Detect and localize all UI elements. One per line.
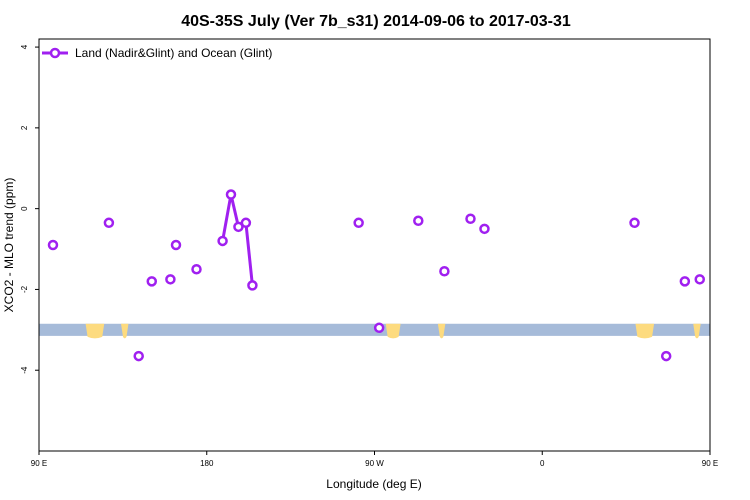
- data-point: [465, 213, 476, 224]
- data-point: [133, 350, 144, 362]
- x-axis-label: Longitude (deg E): [326, 477, 421, 491]
- data-point: [694, 274, 705, 285]
- data-point: [247, 280, 258, 291]
- data-point: [217, 235, 228, 247]
- plot-area: 90 E 180 90 W 0 90 E 4 2 0 -2 -4: [20, 38, 718, 468]
- data-point: [413, 215, 424, 227]
- x-tick-label: 180: [200, 459, 214, 468]
- data-point: [240, 217, 252, 229]
- data-point: [679, 276, 691, 287]
- land-patch: [121, 323, 129, 339]
- x-tick-label: 90 E: [31, 459, 47, 468]
- y-tick-label: 2: [20, 125, 29, 130]
- data-point: [47, 239, 59, 251]
- land-patch: [437, 323, 446, 339]
- data-point: [373, 322, 385, 334]
- data-point: [146, 276, 158, 287]
- data-point: [225, 189, 237, 200]
- chart-title: 40S-35S July (Ver 7b_s31) 2014-09-06 to …: [181, 13, 571, 30]
- data-point: [353, 217, 364, 229]
- data-point: [660, 350, 672, 362]
- data-point: [439, 266, 450, 277]
- data-point: [165, 274, 176, 285]
- data-point: [479, 223, 490, 235]
- x-tick-label: 90 E: [702, 459, 718, 468]
- legend: Land (Nadir&Glint) and Ocean (Glint): [42, 46, 272, 60]
- x-tick-label: 0: [540, 459, 545, 468]
- legend-marker: [49, 47, 61, 59]
- y-tick-label: 4: [20, 44, 29, 49]
- y-axis-label: XCO2 - MLO trend (ppm): [2, 178, 16, 313]
- data-point: [103, 217, 115, 229]
- land-patch: [693, 323, 701, 339]
- plot-frame: [38, 38, 711, 452]
- land-patch: [385, 323, 401, 339]
- land-patch: [635, 323, 655, 339]
- legend-label: Land (Nadir&Glint) and Ocean (Glint): [75, 46, 272, 60]
- y-tick-label: -2: [20, 285, 29, 293]
- data-point: [191, 263, 202, 275]
- data-point: [629, 217, 640, 229]
- land-patch: [85, 323, 105, 339]
- y-tick-label: 0: [20, 206, 29, 211]
- data-point: [233, 221, 244, 233]
- x-tick-label: 90 W: [365, 459, 384, 468]
- y-tick-label: -4: [20, 366, 29, 374]
- data-point: [170, 239, 182, 251]
